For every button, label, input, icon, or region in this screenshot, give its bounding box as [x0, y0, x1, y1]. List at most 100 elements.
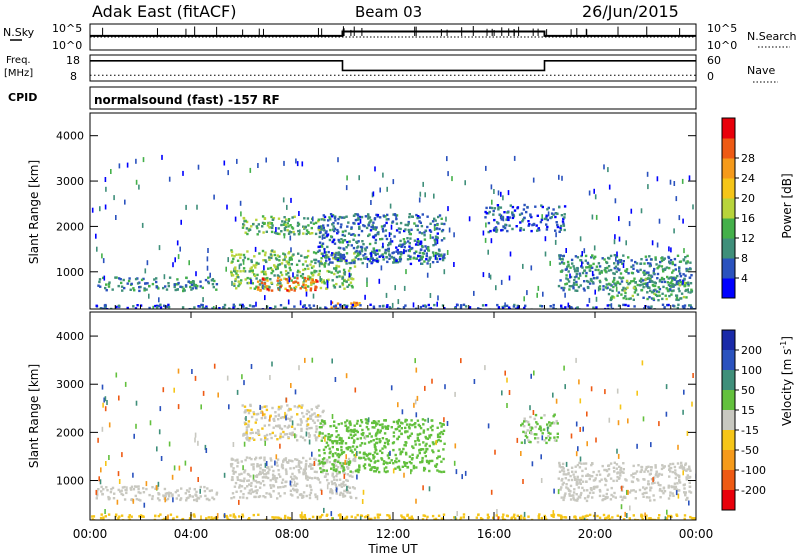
- range-cell: [648, 255, 651, 258]
- range-cell: [678, 481, 682, 484]
- range-cell: [290, 279, 293, 282]
- range-cell: [283, 258, 286, 261]
- range-cell: [314, 495, 318, 499]
- range-cell: [660, 259, 664, 263]
- sparse-echo: [578, 379, 580, 385]
- range-cell: [351, 451, 354, 454]
- sparse-echo: [152, 305, 154, 309]
- range-cell: [421, 252, 425, 255]
- range-cell: [624, 291, 627, 295]
- range-cell: [137, 491, 140, 494]
- sparse-echo: [264, 440, 266, 446]
- range-cell: [329, 228, 332, 232]
- range-cell: [249, 267, 252, 270]
- range-cell: [340, 448, 343, 452]
- range-cell: [536, 437, 540, 440]
- range-cell: [646, 297, 649, 301]
- sparse-echo: [569, 273, 571, 279]
- range-cell: [585, 474, 588, 477]
- range-cell: [306, 217, 310, 220]
- range-cell: [401, 515, 404, 519]
- range-cell: [279, 486, 282, 489]
- range-cell: [562, 470, 566, 473]
- range-cell: [609, 498, 613, 501]
- range-cell: [339, 216, 342, 219]
- sparse-echo: [473, 290, 475, 296]
- range-cell: [313, 457, 316, 460]
- range-cell: [348, 261, 351, 265]
- range-cell: [271, 406, 274, 410]
- range-cell: [443, 253, 446, 256]
- range-cell: [333, 272, 336, 276]
- range-cell: [355, 249, 358, 253]
- range-cell: [91, 518, 94, 520]
- range-cell: [690, 306, 693, 309]
- sparse-echo: [299, 300, 302, 306]
- sparse-echo: [108, 455, 110, 460]
- range-cell: [269, 484, 272, 487]
- range-cell: [584, 462, 588, 465]
- range-cell: [621, 288, 624, 292]
- range-cell: [305, 289, 308, 292]
- range-cell: [305, 229, 309, 232]
- range-cell: [162, 286, 165, 290]
- range-cell: [651, 518, 654, 520]
- range-cell: [415, 456, 419, 459]
- range-cell: [272, 426, 275, 429]
- range-cell: [291, 433, 294, 437]
- range-cell: [274, 477, 277, 480]
- range-cell: [633, 286, 636, 289]
- sparse-echo: [241, 374, 243, 380]
- range-cell: [371, 224, 374, 227]
- range-cell: [234, 459, 237, 462]
- range-cell: [405, 423, 409, 426]
- sparse-echo: [223, 160, 226, 166]
- range-cell: [565, 486, 568, 489]
- range-cell: [318, 245, 321, 248]
- range-cell: [248, 456, 251, 460]
- range-cell: [690, 274, 693, 277]
- range-cell: [244, 278, 247, 281]
- range-cell: [417, 433, 420, 436]
- colorbar-tick-label: 15: [741, 404, 755, 417]
- range-cell: [538, 513, 541, 516]
- sparse-echo: [145, 481, 148, 487]
- range-cell: [395, 420, 399, 423]
- range-cell: [616, 261, 620, 264]
- range-cell: [614, 284, 618, 287]
- range-cell: [565, 267, 568, 271]
- range-cell: [157, 514, 160, 518]
- range-cell: [433, 518, 436, 520]
- sparse-echo: [194, 437, 196, 443]
- range-cell: [629, 297, 632, 300]
- range-cell: [339, 258, 343, 262]
- range-cell: [247, 423, 250, 426]
- range-cell: [266, 279, 269, 282]
- range-cell: [185, 499, 188, 502]
- range-cell: [423, 234, 426, 237]
- sparse-echo: [607, 167, 609, 173]
- range-cell: [593, 257, 596, 260]
- range-cell: [424, 450, 428, 453]
- range-cell: [419, 240, 423, 243]
- range-cell: [606, 286, 609, 289]
- range-cell: [566, 260, 570, 264]
- range-cell: [121, 486, 125, 489]
- sparse-echo: [583, 517, 586, 520]
- range-cell: [527, 220, 530, 223]
- range-cell: [287, 436, 290, 439]
- range-cell: [256, 465, 259, 468]
- sparse-echo: [389, 450, 391, 456]
- range-cell: [675, 298, 678, 301]
- sparse-echo: [262, 284, 264, 290]
- range-cell: [660, 489, 664, 493]
- range-cell: [684, 463, 687, 467]
- sparse-echo: [447, 206, 449, 212]
- range-cell: [622, 303, 625, 307]
- range-cell: [384, 425, 387, 428]
- range-cell: [490, 206, 494, 210]
- range-cell: [598, 285, 602, 288]
- range-cell: [342, 466, 345, 469]
- range-cell: [306, 478, 309, 481]
- sparse-echo: [184, 460, 187, 466]
